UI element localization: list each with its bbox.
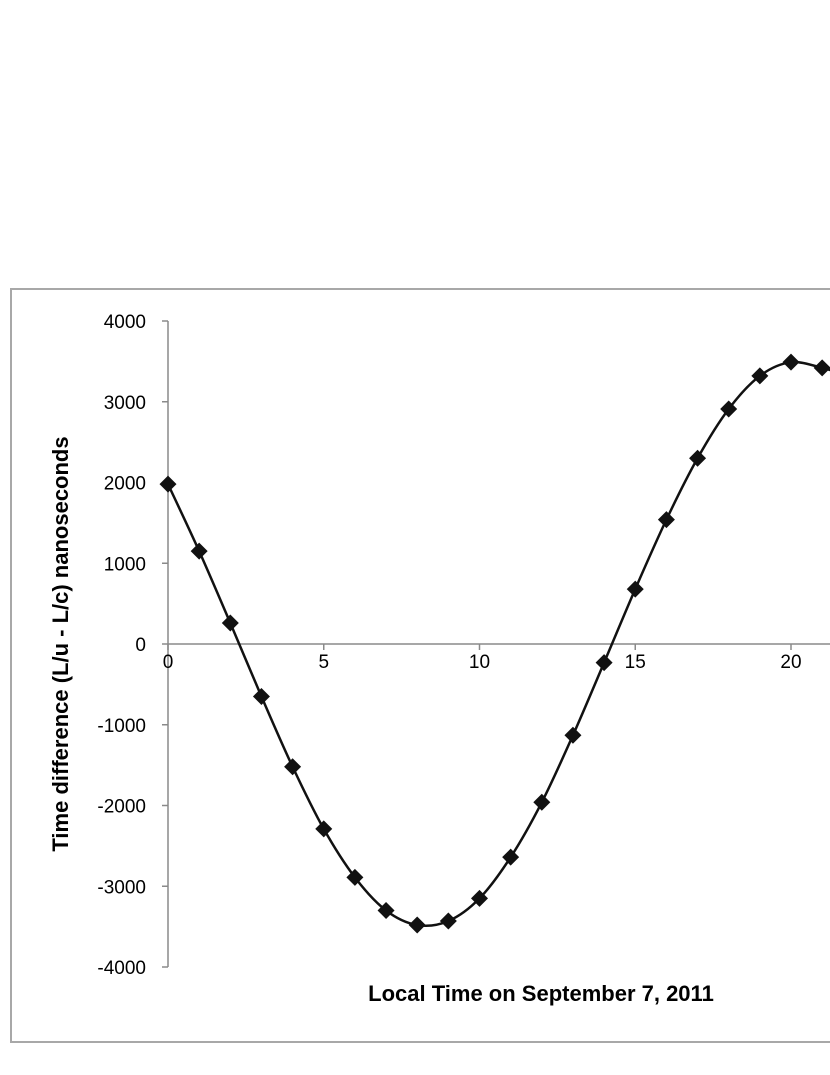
y-tick-label: 1000 — [104, 554, 146, 575]
data-point — [564, 726, 582, 744]
data-point — [377, 901, 395, 919]
data-point — [813, 359, 830, 377]
data-point — [284, 758, 302, 776]
data-point — [221, 614, 239, 632]
series-line — [166, 360, 830, 927]
data-point — [190, 542, 208, 560]
data-point — [689, 449, 707, 467]
x-tick-label: 5 — [318, 652, 329, 673]
y-tick-label: 0 — [135, 635, 146, 656]
data-point — [657, 511, 675, 529]
y-axis-title: Time difference (L/u - L/c) nanoseconds — [48, 436, 73, 851]
axes — [162, 320, 830, 968]
y-tick-label: 4000 — [104, 312, 146, 333]
data-point — [252, 687, 270, 705]
y-tick-label: -4000 — [97, 958, 146, 979]
x-axis-title: Local Time on September 7, 2011 — [368, 981, 714, 1006]
data-point — [626, 580, 644, 598]
y-tick-label: -1000 — [97, 716, 146, 737]
data-point — [159, 475, 177, 493]
tick-labels: 4000 3000 2000 1000 0 -1000 -2000 -3000 -4000 0 5 1… — [97, 312, 801, 979]
x-tick-label: 0 — [163, 652, 174, 673]
data-point — [595, 654, 613, 672]
x-tick-label: 15 — [625, 652, 646, 673]
x-tick-label: 20 — [780, 652, 801, 673]
data-point — [533, 793, 551, 811]
series-markers — [159, 353, 830, 934]
y-tick-label: -2000 — [97, 797, 146, 818]
x-tick-label: 10 — [469, 652, 490, 673]
data-point — [782, 353, 800, 371]
data-point — [346, 868, 364, 886]
data-point — [408, 916, 426, 934]
data-point — [720, 400, 738, 418]
data-point — [751, 367, 769, 385]
data-point — [502, 848, 520, 866]
chart-area — [10, 288, 830, 1043]
y-tick-label: -3000 — [97, 877, 146, 898]
data-point — [315, 820, 333, 838]
y-tick-label: 3000 — [104, 393, 146, 414]
y-tick-label: 2000 — [104, 474, 146, 495]
data-point — [439, 912, 457, 930]
data-point — [471, 889, 488, 907]
